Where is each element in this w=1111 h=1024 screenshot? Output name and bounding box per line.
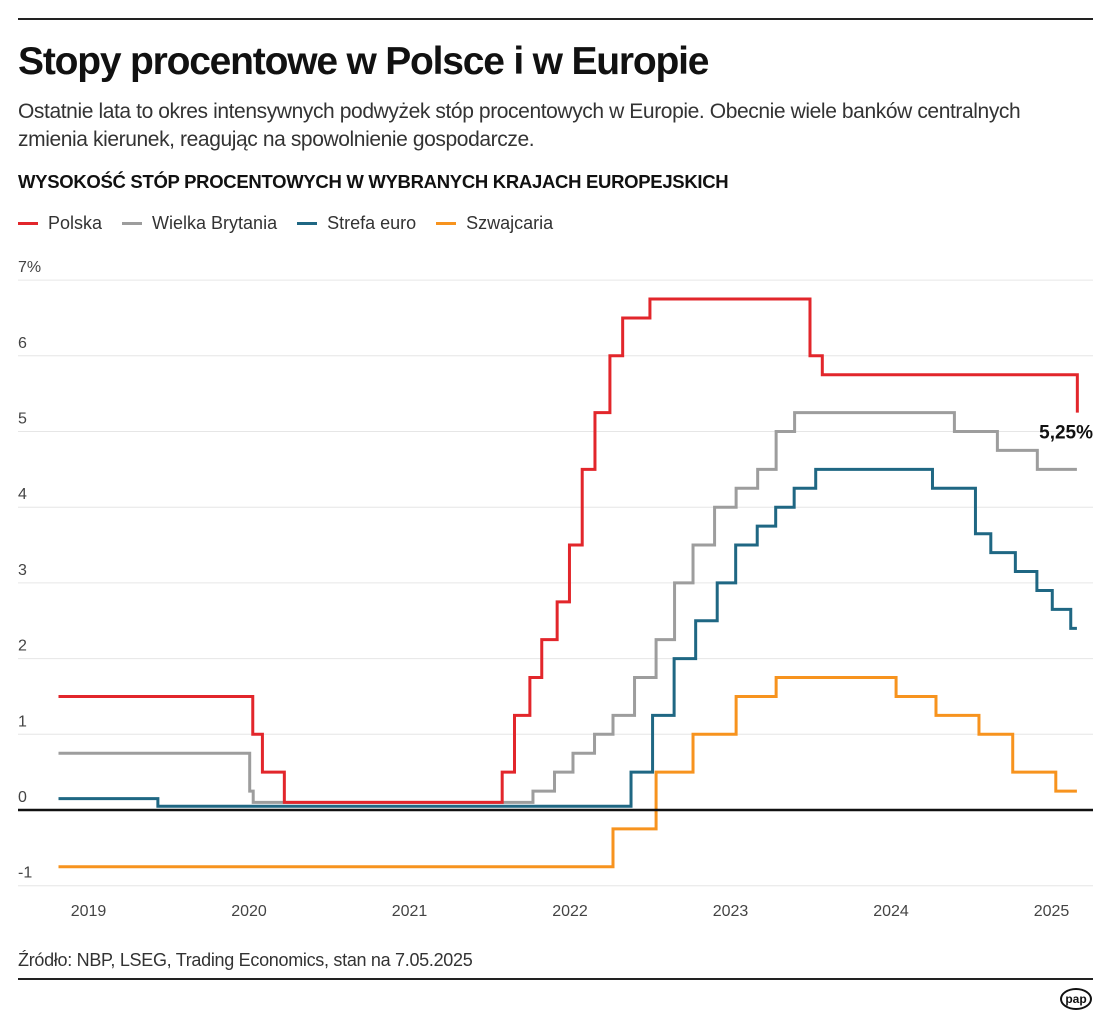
x-tick-label: 2021: [392, 903, 428, 920]
legend-item-szwajcaria: Szwajcaria: [436, 213, 553, 234]
end-value-label: 5,25%: [1039, 423, 1093, 444]
legend-item-polska: Polska: [18, 213, 102, 234]
legend-label: Polska: [48, 213, 103, 233]
y-tick-label: 4: [18, 486, 27, 503]
legend-item-wielka-brytania: Wielka Brytania: [122, 213, 277, 234]
x-tick-label: 2022: [552, 903, 588, 920]
legend: Polska Wielka Brytania Strefa euro Szwaj…: [18, 213, 553, 234]
y-tick-label: 1: [18, 713, 27, 730]
page-title: Stopy procentowe w Polsce i w Europie: [18, 40, 709, 83]
x-tick-label: 2025: [1034, 903, 1070, 920]
legend-swatch: [436, 222, 457, 225]
legend-swatch: [297, 222, 318, 225]
legend-label: Wielka Brytania: [152, 213, 278, 233]
y-tick-label: 3: [18, 562, 27, 579]
legend-label: Szwajcaria: [466, 213, 554, 233]
series-line-szwajcaria: [58, 676, 1077, 869]
legend-swatch: [122, 222, 143, 225]
x-tick-label: 2023: [713, 903, 749, 920]
x-tick-label: 2024: [873, 903, 909, 920]
source-note: Źródło: NBP, LSEG, Trading Economics, st…: [18, 950, 473, 970]
x-tick-label: 2019: [71, 903, 107, 920]
legend-label: Strefa euro: [327, 213, 417, 233]
chart-title: WYSOKOŚĆ STÓP PROCENTOWYCH W WYBRANYCH K…: [18, 171, 729, 192]
y-tick-label: -1: [18, 865, 32, 882]
y-tick-label: 5: [18, 411, 27, 428]
y-tick-label: 6: [18, 335, 27, 352]
bottom-rule: [18, 978, 1093, 980]
pap-logo: pap: [1060, 988, 1092, 1010]
legend-swatch: [18, 222, 38, 225]
y-tick-label: 2: [18, 638, 27, 655]
x-tick-label: 2020: [231, 903, 267, 920]
series-line-wielka-brytania: [58, 411, 1077, 804]
legend-item-strefa-euro: Strefa euro: [297, 213, 416, 234]
page-subtitle: Ostatnie lata to okres intensywnych podw…: [18, 100, 1021, 151]
series-line-strefa-euro: [58, 467, 1077, 808]
series-line-polska: [58, 297, 1079, 804]
y-tick-label: 0: [18, 789, 27, 806]
y-tick-label: 7%: [18, 259, 41, 276]
top-rule: [18, 18, 1093, 20]
